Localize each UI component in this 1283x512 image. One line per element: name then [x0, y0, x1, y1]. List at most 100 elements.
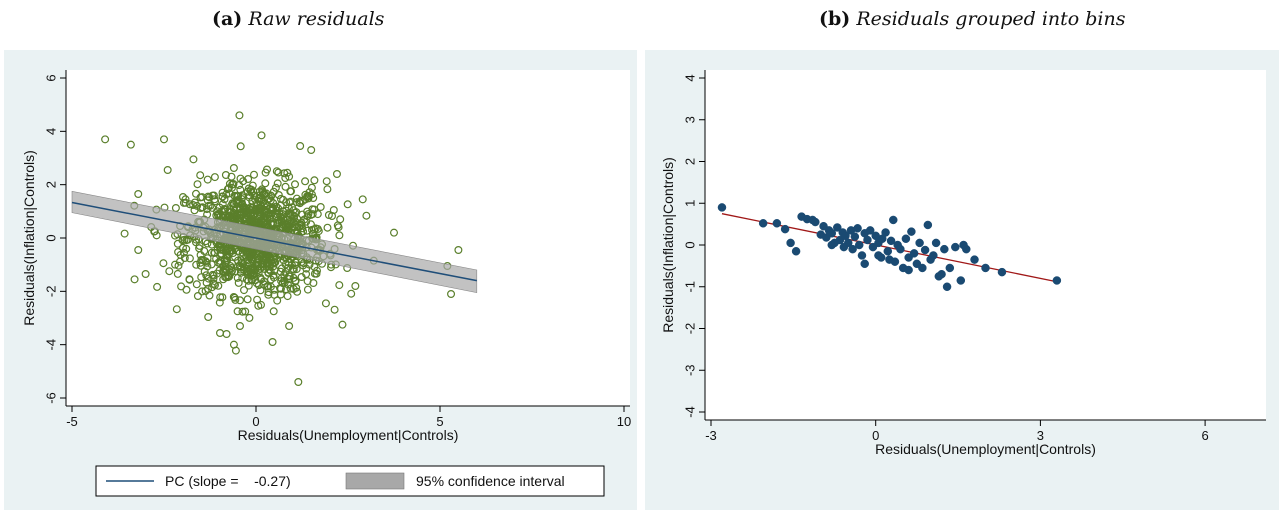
scatter-point: [261, 179, 270, 188]
scatter-point: [951, 242, 960, 252]
scatter-point: [255, 205, 264, 214]
y-axis-label: Residuals(Inflation|Controls): [660, 157, 676, 333]
y-tick-label: -1: [682, 281, 697, 293]
scatter-point: [330, 305, 339, 314]
scatter-point: [839, 242, 849, 252]
scatter-point: [923, 220, 933, 230]
scatter-point: [196, 261, 205, 270]
scatter-point: [247, 210, 256, 219]
scatter-point: [310, 176, 319, 185]
scatter-point: [772, 219, 782, 228]
y-tick-label: -3: [682, 364, 697, 376]
y-tick-label: 0: [682, 241, 697, 248]
scatter-point: [915, 238, 924, 248]
scatter-point: [854, 240, 864, 250]
scatter-point: [285, 272, 294, 281]
scatter-point: [262, 220, 271, 229]
scatter-point: [343, 200, 352, 209]
scatter-point: [222, 330, 231, 339]
y-tick-label: 1: [682, 200, 697, 207]
scatter-point: [786, 238, 795, 248]
scatter-point: [238, 273, 247, 282]
scatter-point: [335, 281, 344, 290]
scatter-point: [308, 210, 317, 219]
scatter-point: [942, 282, 952, 291]
caption-a-text: Raw residuals: [248, 8, 385, 30]
scatter-point: [827, 240, 837, 250]
chart-panel-raw-residuals: -5 0 5 10 -6 -4 -2 0 2 4 6 Residuals(Unemployment|C…: [4, 50, 637, 510]
scatter-point: [236, 322, 245, 331]
scatter-point: [901, 234, 911, 243]
scatter-point: [269, 187, 278, 196]
caption-b-label: (b): [819, 8, 851, 30]
scatter-point: [321, 299, 330, 308]
scatter-point: [264, 290, 273, 299]
scatter-point: [306, 220, 315, 229]
scatter-point: [959, 240, 968, 250]
scatter-point: [198, 287, 207, 296]
scatter-point: [351, 282, 360, 291]
scatter-point: [997, 267, 1007, 277]
scatter-point: [269, 307, 278, 316]
scatter-point: [153, 282, 162, 291]
x-tick-label: -5: [66, 414, 78, 429]
scatter-point: [780, 224, 790, 234]
scatter-point: [281, 182, 290, 191]
scatter-point: [221, 170, 230, 179]
scatter-point: [222, 257, 231, 266]
scatter-point: [236, 296, 245, 305]
scatter-point: [289, 265, 298, 274]
scatter-point: [237, 256, 246, 265]
legend: PC (slope = -0.27) 95% confidence interva…: [95, 465, 605, 497]
scatter-point: [889, 215, 898, 225]
scatter-point: [243, 187, 252, 196]
scatter-point: [362, 211, 371, 220]
scatter-point: [250, 191, 259, 200]
y-tick-label: -4: [43, 339, 58, 351]
scatter-point: [277, 284, 286, 293]
scatter-point: [291, 180, 300, 189]
scatter-point: [234, 192, 243, 201]
scatter-point: [268, 338, 277, 347]
caption-b-text: Residuals grouped into bins: [856, 8, 1126, 30]
scatter-point: [298, 224, 307, 233]
y-tick-label: -2: [43, 286, 58, 298]
scatter-point: [210, 248, 219, 257]
chart-panel-binned-residuals: -3 0 3 6 -4 -3 -2 -1 0 1 2 3 4 Residuals(Unemployment…: [645, 50, 1279, 510]
scatter-point: [234, 199, 243, 208]
scatter-point: [322, 177, 331, 186]
scatter-point: [193, 180, 202, 189]
scatter-point: [236, 142, 245, 151]
raw-residuals-scatter-plot: -5 0 5 10 -6 -4 -2 0 2 4 6 Residuals(Unemployment|C…: [21, 70, 631, 497]
scatter-point: [298, 210, 307, 219]
scatter-point: [203, 254, 212, 263]
y-tick-label: -2: [682, 323, 697, 335]
scatter-point: [811, 217, 820, 227]
x-tick-label: 0: [252, 414, 259, 429]
scatter-point: [931, 238, 941, 248]
scatter-point: [254, 206, 263, 215]
scatter-point: [204, 313, 213, 322]
scatter-point: [196, 258, 205, 267]
scatter-point: [283, 168, 292, 177]
scatter-point: [120, 229, 129, 238]
scatter-point: [285, 322, 294, 331]
scatter-point: [303, 285, 312, 294]
scatter-point: [215, 266, 224, 275]
scatter-point: [305, 188, 314, 197]
scatter-point: [257, 300, 266, 309]
scatter-point: [181, 195, 190, 204]
scatter-point: [224, 212, 233, 221]
y-tick-label: 2: [682, 158, 697, 165]
scatter-point: [202, 205, 211, 214]
scatter-point: [270, 290, 279, 299]
scatter-point: [276, 194, 285, 203]
scatter-point: [229, 340, 238, 349]
scatter-point: [244, 268, 253, 277]
scatter-point: [233, 262, 242, 271]
scatter-point: [297, 273, 306, 282]
scatter-point: [184, 235, 193, 244]
scatter-point: [233, 273, 242, 282]
scatter-point: [173, 239, 182, 248]
scatter-point: [896, 244, 905, 254]
